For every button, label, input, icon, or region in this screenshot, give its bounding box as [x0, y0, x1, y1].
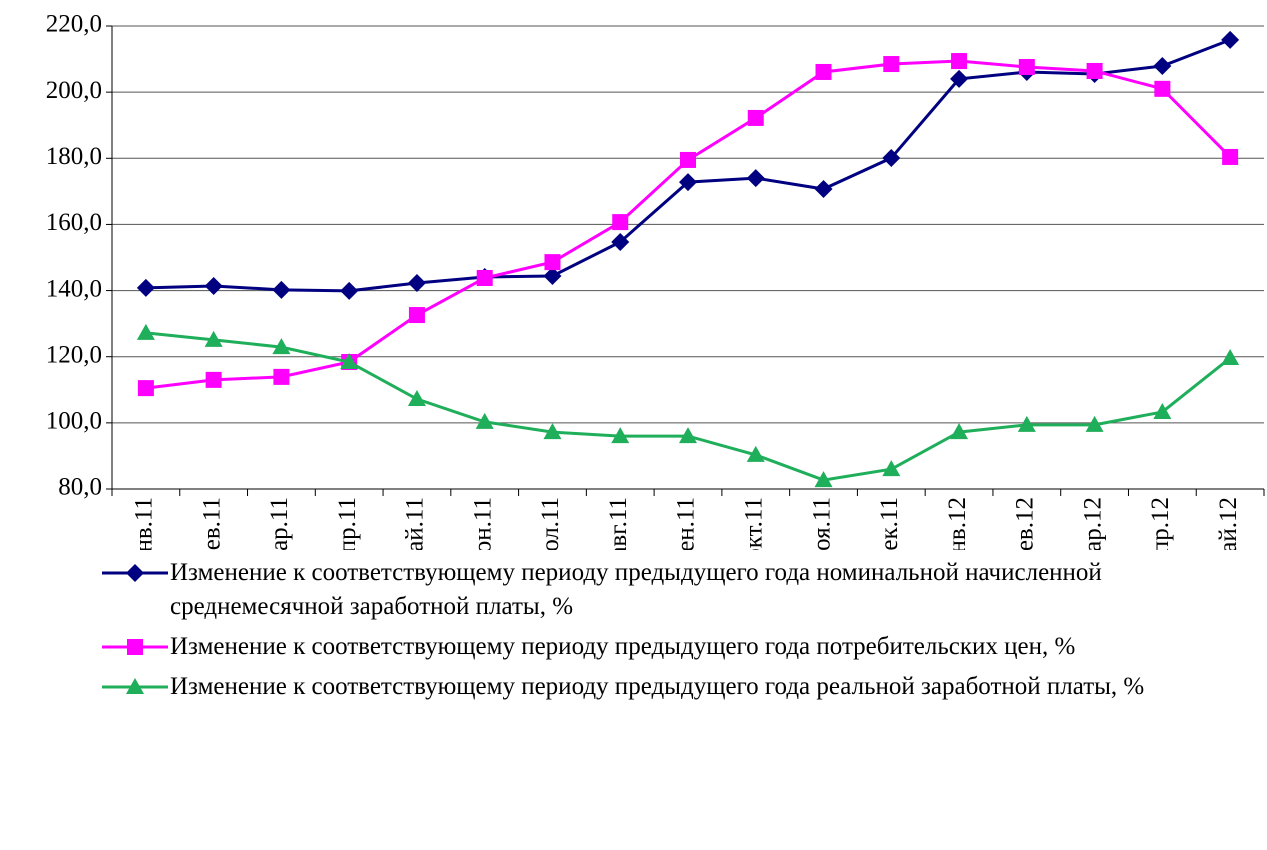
marker — [1154, 80, 1171, 97]
marker — [1018, 59, 1035, 76]
x-tick-label: мар.11 — [266, 497, 293, 550]
marker — [126, 564, 144, 582]
marker — [612, 214, 629, 231]
x-tick-label: фев.12 — [1012, 497, 1039, 550]
marker — [1085, 415, 1104, 432]
y-tick-label: 220,0 — [46, 11, 102, 38]
marker — [543, 267, 562, 286]
marker — [136, 323, 155, 340]
marker — [475, 412, 494, 429]
x-tick-label: дек.11 — [876, 497, 903, 550]
marker — [950, 423, 969, 440]
marker — [204, 276, 223, 295]
marker — [408, 307, 425, 324]
legend-item: Изменение к соответствующему периоду пре… — [100, 630, 1220, 664]
y-tick-label: 140,0 — [46, 275, 102, 302]
marker — [1153, 57, 1172, 76]
marker — [136, 278, 155, 297]
chart: 80,0 100,0 120,0 140,0 160,0 180,0 200,0 220,0 я… — [46, 11, 1265, 573]
legend-symbol — [102, 564, 168, 582]
x-tick-label: июл.11 — [537, 497, 564, 550]
x-tick-label: авг.11 — [605, 497, 632, 550]
marker — [951, 53, 968, 70]
marker — [205, 371, 222, 388]
marker — [815, 63, 832, 80]
marker — [340, 281, 359, 300]
marker — [272, 338, 291, 355]
marker — [680, 151, 696, 168]
marker — [407, 273, 426, 292]
series-line — [145, 331, 1232, 482]
x-tick-label: янв.12 — [944, 497, 971, 550]
x-tick-label: окт.11 — [740, 497, 767, 550]
x-tick-label: мар.12 — [1079, 497, 1106, 550]
y-tick-label: 180,0 — [46, 143, 102, 170]
legend: Изменение к соответствующему периоду пре… — [100, 556, 1220, 710]
marker — [814, 180, 833, 199]
x-tick-label: апр.11 — [334, 497, 361, 550]
marker — [340, 353, 359, 370]
legend-label: Изменение к соответствующему периоду пре… — [170, 559, 1102, 620]
legend-label: Изменение к соответствующему периоду пре… — [170, 633, 1076, 660]
marker — [883, 56, 900, 73]
marker — [1017, 415, 1036, 432]
marker — [127, 639, 143, 655]
marker — [1221, 30, 1240, 49]
marker — [746, 169, 765, 188]
marker — [679, 173, 697, 192]
marker — [126, 678, 144, 694]
marker — [950, 69, 969, 88]
marker — [476, 270, 493, 287]
legend-item: Изменение к соответствующему периоду пре… — [100, 670, 1220, 704]
x-tick-label: апр.12 — [1147, 497, 1174, 550]
x-tick-label: май.12 — [1215, 497, 1242, 550]
marker — [882, 148, 901, 167]
y-tick-label: 100,0 — [46, 408, 102, 435]
y-tick-label: 80,0 — [58, 474, 102, 501]
marker — [273, 368, 290, 385]
marker — [204, 330, 223, 347]
marker — [611, 232, 630, 251]
x-tick-label: июн.11 — [469, 497, 496, 550]
y-tick-label: 120,0 — [46, 341, 102, 368]
marker — [407, 390, 426, 407]
marker — [272, 280, 291, 299]
marker — [137, 380, 154, 397]
marker — [747, 109, 764, 126]
x-tick-label: ноя.11 — [808, 497, 835, 550]
marker — [544, 254, 561, 271]
x-tick-label: май.11 — [402, 497, 429, 550]
legend-label: Изменение к соответствующему периоду пре… — [170, 673, 1145, 700]
marker — [679, 427, 697, 444]
marker — [1086, 62, 1103, 79]
marker — [814, 471, 833, 488]
legend-symbol — [102, 678, 168, 694]
x-tick-label: фев.11 — [198, 497, 225, 550]
marker — [746, 445, 765, 462]
marker — [1222, 148, 1239, 165]
marker — [882, 460, 901, 477]
legend-item: Изменение к соответствующему периоду пре… — [100, 556, 1220, 624]
marker — [1221, 349, 1240, 366]
marker — [1153, 402, 1172, 419]
x-tick-label: сен.11 — [673, 497, 700, 550]
marker — [543, 423, 562, 440]
x-tick-label: янв.11 — [131, 497, 158, 550]
y-tick-label: 200,0 — [46, 77, 102, 104]
marker — [611, 427, 630, 444]
y-tick-label: 160,0 — [46, 209, 102, 236]
legend-symbol — [102, 639, 168, 655]
